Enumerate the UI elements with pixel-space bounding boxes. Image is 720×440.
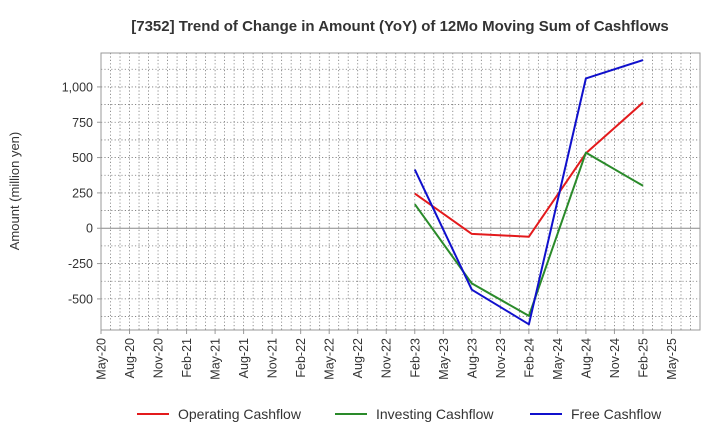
x-tick-label: Nov-22 bbox=[380, 338, 394, 378]
plot-frame bbox=[100, 52, 701, 331]
x-tick-label: Feb-21 bbox=[180, 338, 194, 378]
x-tick-label: May-22 bbox=[323, 338, 337, 380]
x-tick-label: May-23 bbox=[437, 338, 451, 380]
plot-area bbox=[101, 53, 700, 330]
series-line-free-cashflow bbox=[413, 59, 644, 326]
x-tick-label: Feb-23 bbox=[408, 338, 422, 378]
x-tick-label: Nov-21 bbox=[266, 338, 280, 378]
x-tick-label: Aug-21 bbox=[237, 338, 251, 378]
x-tick-label: May-25 bbox=[665, 338, 679, 380]
grid-lines bbox=[101, 53, 700, 330]
x-tick-label: Feb-25 bbox=[636, 338, 650, 378]
x-tick-label: Feb-24 bbox=[522, 338, 536, 378]
y-tick-label: 500 bbox=[72, 151, 93, 165]
y-tick-label: -250 bbox=[68, 257, 93, 271]
x-tick-label: Aug-20 bbox=[123, 338, 137, 378]
x-tick-label: May-20 bbox=[95, 338, 109, 380]
chart-title: [7352] Trend of Change in Amount (YoY) o… bbox=[131, 18, 669, 35]
x-tick-label: Nov-24 bbox=[608, 338, 622, 378]
series-line-operating-cashflow bbox=[414, 101, 644, 238]
y-axis-label: Amount (million yen) bbox=[7, 132, 22, 251]
legend: Operating Cashflow Investing Cashflow Free… bbox=[137, 406, 662, 422]
x-tick-label: May-24 bbox=[551, 338, 565, 380]
x-tick-label: Nov-20 bbox=[152, 338, 166, 378]
y-tick-label: 0 bbox=[86, 222, 93, 236]
x-tick-label: May-21 bbox=[209, 338, 223, 380]
y-tick-label: 250 bbox=[72, 186, 93, 200]
x-tick-label: Aug-22 bbox=[351, 338, 365, 378]
x-tick-label: Aug-23 bbox=[465, 338, 479, 378]
axes: 1,000 750 500 250 0 -250 -500 May-20 Aug-20 Nov-2… bbox=[62, 52, 701, 380]
x-tick-label: Feb-22 bbox=[294, 338, 308, 378]
x-tick-label: Nov-23 bbox=[494, 338, 508, 378]
legend-label: Investing Cashflow bbox=[376, 406, 494, 422]
y-tick-label: 750 bbox=[72, 116, 93, 130]
series-line-investing-cashflow bbox=[413, 151, 644, 317]
y-tick-label: 1,000 bbox=[62, 80, 93, 94]
x-tick-label: Aug-24 bbox=[579, 338, 593, 378]
legend-label: Operating Cashflow bbox=[178, 406, 302, 422]
series-lines bbox=[413, 59, 644, 326]
legend-label: Free Cashflow bbox=[571, 406, 662, 422]
y-tick-label: -500 bbox=[68, 292, 93, 306]
